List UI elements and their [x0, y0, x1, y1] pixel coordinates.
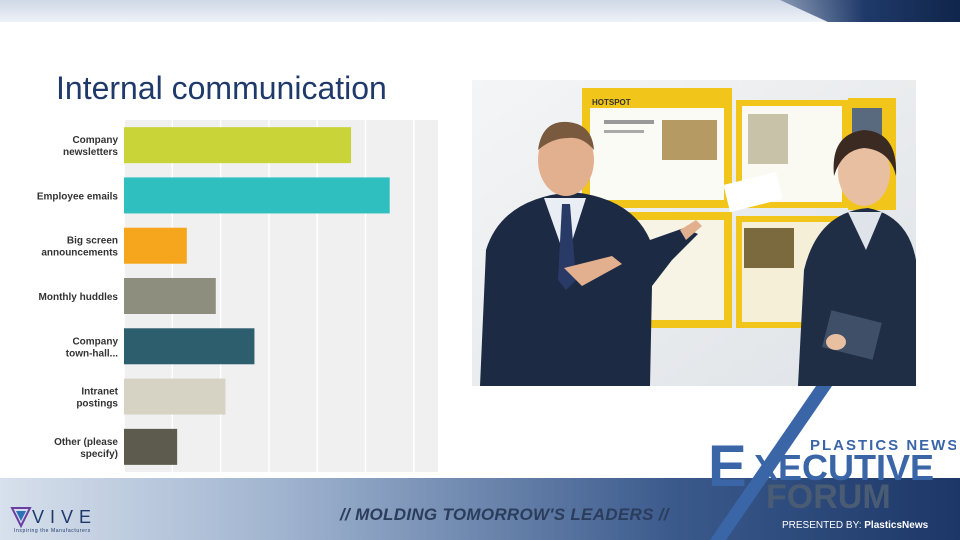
vive-logo-text: VIVE [32, 507, 98, 527]
category-label: Company [72, 336, 118, 347]
footer-band [0, 478, 960, 540]
presented-by: PRESENTED BY: PlasticsNews [782, 520, 928, 531]
category-label: postings [76, 399, 118, 410]
bar [124, 177, 390, 214]
footer-tagline: // MOLDING TOMORROW'S LEADERS // [340, 505, 669, 524]
presented-label: PRESENTED BY: [782, 520, 862, 531]
business-people-photo: HOTSPOT [472, 80, 916, 386]
forum-big-letter: E [708, 434, 747, 499]
bar [124, 127, 352, 164]
category-label: town-hall... [66, 348, 118, 359]
top-band-accent [780, 0, 960, 22]
woman-figure [798, 130, 916, 386]
category-label: Intranet [81, 387, 118, 398]
forum-word-forum: FORUM [766, 478, 891, 516]
category-label: Company [72, 135, 118, 146]
bar [124, 378, 226, 415]
vive-tagline: Inspiring the Manufacturers [14, 528, 91, 534]
category-label: Other (please [54, 437, 118, 448]
slide-title: Internal communication [56, 70, 387, 106]
forum-word-executive: XECUTIVE [754, 447, 934, 488]
category-label: announcements [41, 248, 118, 259]
note-card [723, 171, 783, 213]
executive-forum-logo: PLASTICS NEWS E XECUTIVE FORUM [708, 386, 956, 540]
bar [124, 227, 187, 264]
board-heading: HOTSPOT [592, 98, 631, 107]
bar [124, 428, 178, 465]
vive-logo-icon [10, 507, 32, 528]
bar [124, 278, 216, 314]
category-label: newsletters [63, 147, 118, 158]
bar [124, 328, 255, 365]
category-label: Monthly huddles [39, 292, 119, 303]
category-label: Employee emails [37, 191, 119, 202]
top-band [0, 0, 960, 22]
man-figure [480, 121, 702, 386]
category-label: Big screen [67, 236, 118, 247]
bar-chart: 0%10%20%30%40%50%60%CompanynewslettersEm… [37, 120, 438, 495]
forum-top-text: PLASTICS NEWS [810, 437, 956, 454]
category-label: specify) [80, 449, 118, 460]
presented-brand: PlasticsNews [864, 520, 929, 531]
